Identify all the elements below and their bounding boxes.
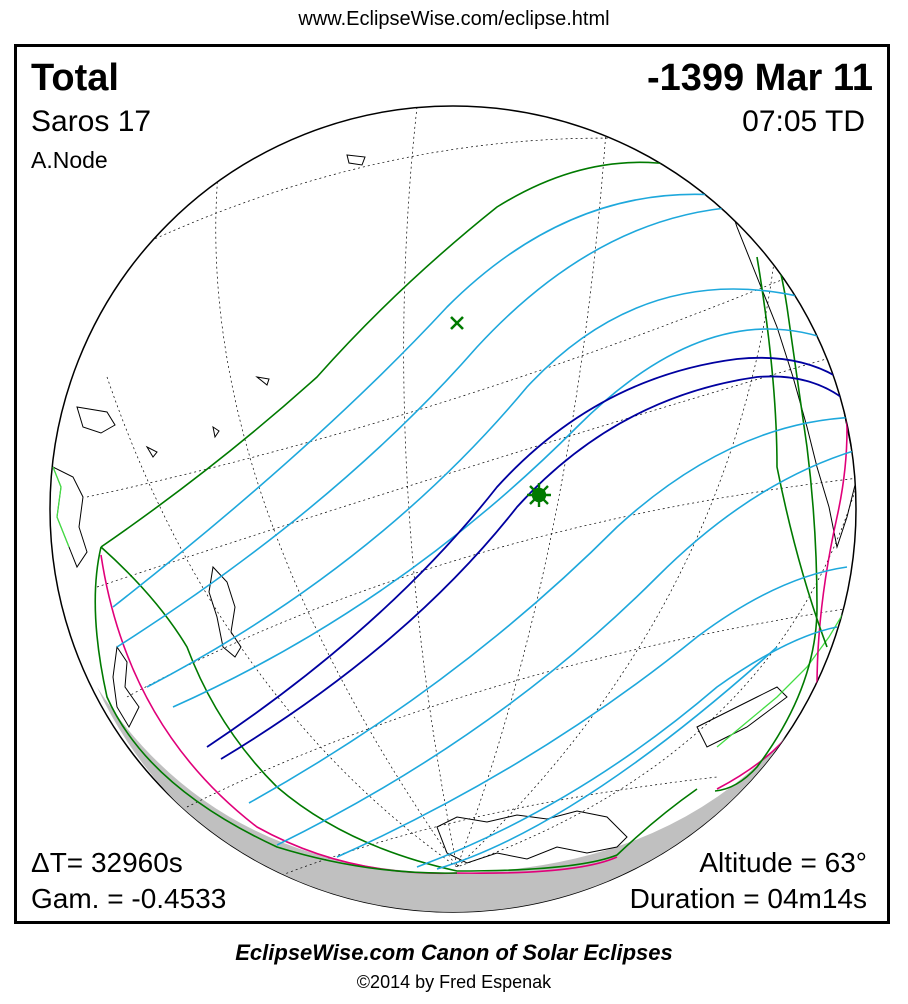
night-shadow: [97, 607, 856, 912]
eclipse-time: 07:05 TD: [742, 105, 865, 138]
penumbral-contours: [112, 193, 856, 870]
eclipse-date: -1399 Mar 11: [646, 57, 873, 99]
central-path: [206, 356, 842, 760]
globe-map: [49, 105, 857, 913]
greatest-eclipse-marker: [527, 483, 551, 507]
sun-altitude: Altitude = 63°: [699, 847, 867, 878]
source-url: www.EclipseWise.com/eclipse.html: [298, 8, 610, 30]
gamma-value: Gam. = -0.4533: [31, 883, 227, 914]
saros-number: Saros 17: [31, 105, 152, 138]
delta-t: ΔT= 32960s: [31, 847, 183, 878]
lunar-node: A.Node: [31, 147, 108, 173]
graticule: [86, 106, 856, 878]
subsolar-point-marker: [450, 316, 464, 330]
canon-title: EclipseWise.com Canon of Solar Eclipses: [235, 940, 673, 965]
eclipse-type: Total: [31, 57, 119, 99]
coastlines: [52, 106, 856, 864]
eclipse-duration: Duration = 04m14s: [629, 883, 867, 914]
eclipse-map-frame: Total -1399 Mar 11 Saros 17 07:05 TD A.N…: [14, 44, 890, 924]
copyright: ©2014 by Fred Espenak: [356, 972, 552, 992]
